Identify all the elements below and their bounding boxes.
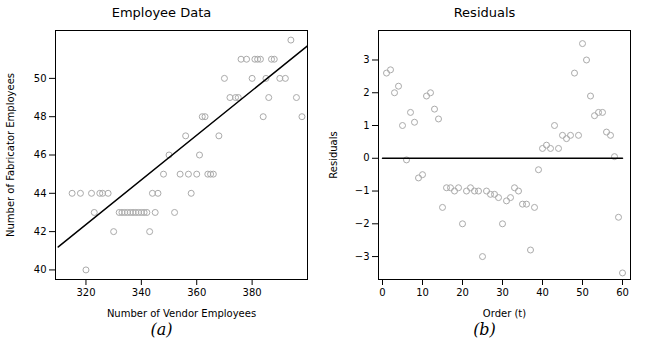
svg-text:2: 2 [363, 87, 369, 98]
svg-text:0: 0 [379, 287, 385, 298]
svg-text:50: 50 [33, 73, 46, 84]
html-text:(a): (a) [150, 320, 173, 339]
html-text:Employee Data: Employee Data [111, 5, 212, 20]
svg-text:60: 60 [616, 287, 629, 298]
svg-text:30: 30 [496, 287, 509, 298]
svg-text:−3: −3 [354, 251, 369, 262]
svg-text:−1: −1 [354, 185, 369, 196]
svg-text:Number of Fabricator Employees: Number of Fabricator Employees [4, 73, 15, 237]
svg-text:320: 320 [76, 287, 95, 298]
svg-text:20: 20 [456, 287, 469, 298]
svg-text:42: 42 [33, 226, 46, 237]
svg-text:40: 40 [536, 287, 549, 298]
svg-text:Order (t): Order (t) [482, 308, 525, 319]
svg-text:360: 360 [187, 287, 206, 298]
svg-text:44: 44 [33, 188, 46, 199]
svg-text:380: 380 [242, 287, 261, 298]
html-text:(b): (b) [473, 320, 496, 339]
svg-text:1: 1 [363, 120, 369, 131]
svg-text:0: 0 [363, 152, 369, 163]
svg-text:Number of Vendor Employees: Number of Vendor Employees [106, 308, 255, 319]
svg-text:10: 10 [416, 287, 429, 298]
svg-text:Residuals: Residuals [327, 131, 338, 178]
svg-text:3: 3 [363, 54, 369, 65]
svg-text:48: 48 [33, 111, 46, 122]
svg-text:50: 50 [576, 287, 589, 298]
svg-text:46: 46 [33, 149, 46, 160]
svg-text:40: 40 [33, 264, 46, 275]
html-text:Residuals: Residuals [453, 5, 516, 20]
svg-text:−2: −2 [354, 218, 369, 229]
svg-text:340: 340 [131, 287, 150, 298]
